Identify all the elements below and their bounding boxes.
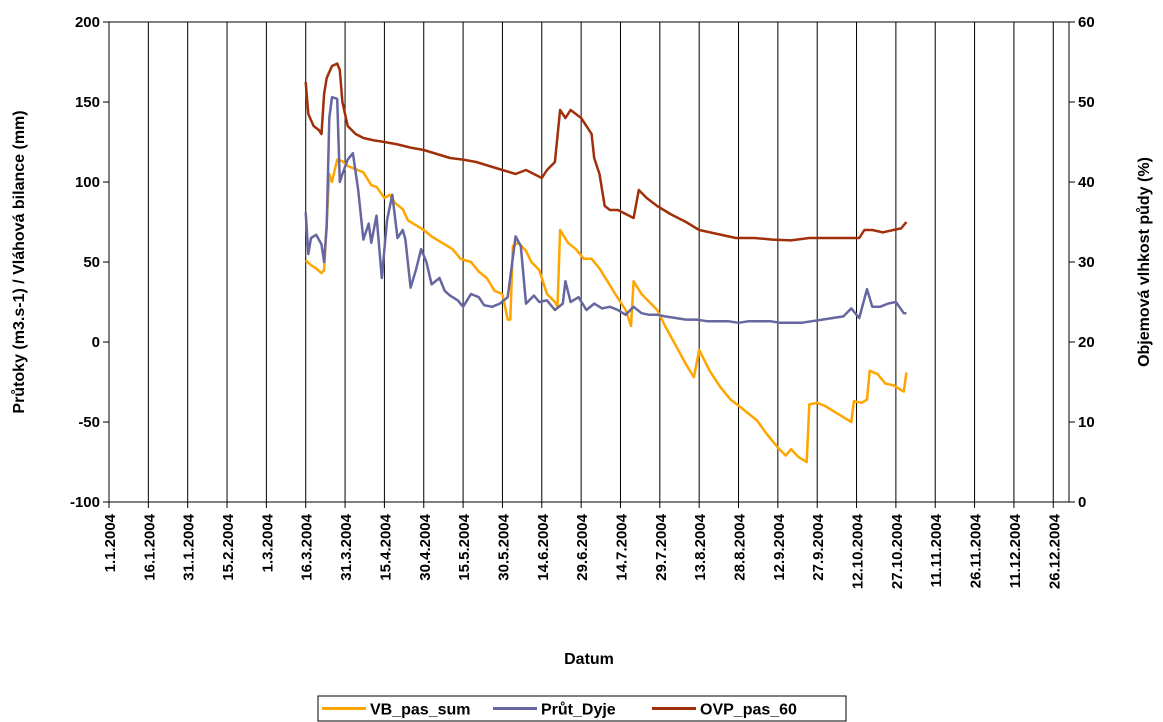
x-tick-label: 29.6.2004 <box>574 513 591 580</box>
x-tick-label: 27.9.2004 <box>810 513 827 580</box>
x-tick-label: 1.3.2004 <box>259 513 276 572</box>
y-left-tick-label: 0 <box>92 334 100 351</box>
y-right-tick-label: 20 <box>1078 334 1095 351</box>
legend-label: VB_pas_sum <box>370 702 471 719</box>
x-tick-label: 11.12.2004 <box>1007 513 1024 588</box>
y-left-tick-label: 150 <box>75 94 100 111</box>
x-tick-label: 14.6.2004 <box>535 513 552 580</box>
x-tick-label: 31.1.2004 <box>181 513 198 580</box>
y-right-tick-label: 60 <box>1078 14 1095 31</box>
x-tick-label: 30.4.2004 <box>417 513 434 580</box>
legend-box <box>317 695 847 722</box>
legend-label: OVP_pas_60 <box>700 702 797 719</box>
series-layer <box>304 62 908 464</box>
series-line-vb-pas-sum <box>304 158 908 464</box>
x-tick-label: 26.12.2004 <box>1046 513 1063 589</box>
x-tick-label: 14.7.2004 <box>613 513 630 580</box>
y-axis-title-right: Objemová vlhkost půdy (%) <box>1136 157 1153 367</box>
x-tick-label: 15.2.2004 <box>220 513 237 580</box>
series-line-ovp-pas-60 <box>304 62 908 242</box>
x-axis-title: Datum <box>564 651 614 668</box>
y-left-tick-label: 50 <box>83 254 100 271</box>
x-tick-label: 30.5.2004 <box>495 513 512 580</box>
y-axis-title-left: Průtoky (m3.s-1) / Vláhová bilance (mm) <box>11 110 28 413</box>
y-left-tick-label: 200 <box>75 14 100 31</box>
x-tick-label: 31.3.2004 <box>338 513 355 580</box>
y-left-tick-label: 100 <box>75 174 100 191</box>
y-right-tick-label: 40 <box>1078 174 1095 191</box>
y-right-tick-label: 10 <box>1078 414 1095 431</box>
x-tick-label: 16.3.2004 <box>299 513 316 580</box>
plot-frame <box>108 21 1070 503</box>
grid-layer <box>108 22 1054 502</box>
x-tick-label: 15.4.2004 <box>377 513 394 580</box>
legend-items: VB_pas_sum Průt_Dyje OVP_pas_60 <box>322 702 797 719</box>
series-line-pr-t-dyje <box>304 95 907 325</box>
x-tick-label: 11.11.2004 <box>928 513 945 587</box>
x-tick-label: 27.10.2004 <box>889 513 906 589</box>
y-right-tick-label: 30 <box>1078 254 1095 271</box>
legend-label: Průt_Dyje <box>541 702 616 719</box>
x-tick-label: 12.9.2004 <box>771 513 788 580</box>
x-tick-label: 13.8.2004 <box>692 513 709 580</box>
x-tick-label: 28.8.2004 <box>732 513 749 580</box>
x-tick-label: 16.1.2004 <box>141 513 158 580</box>
y-right-tick-label: 0 <box>1078 494 1086 511</box>
x-tick-label: 26.11.2004 <box>968 513 985 588</box>
x-tick-label: 29.7.2004 <box>653 513 670 580</box>
x-tick-label: 15.5.2004 <box>456 513 473 580</box>
y-left-tick-label: -50 <box>78 414 100 431</box>
y-left-tick-label: -100 <box>70 494 100 511</box>
x-tick-label: 1.1.2004 <box>102 513 119 572</box>
x-tick-label: 12.10.2004 <box>850 513 867 589</box>
y-right-tick-label: 50 <box>1078 94 1095 111</box>
axis-layer: 1.1.2004 16.1.2004 31.1.2004 15.2.2004 1.3.2… <box>70 14 1095 589</box>
legend: VB_pas_sum Průt_Dyje OVP_pas_60 <box>317 695 847 722</box>
